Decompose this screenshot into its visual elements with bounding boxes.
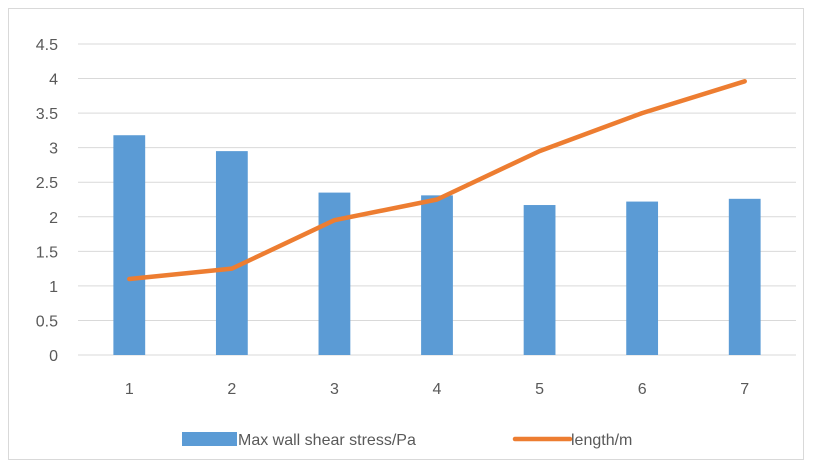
bar-5 (523, 205, 556, 355)
y-tick-label: 2 (49, 210, 58, 227)
y-axis-ticks: 0 0.5 1 1.5 2 2.5 3 3.5 4 4.5 (36, 37, 58, 365)
y-tick-label: 4 (49, 72, 58, 89)
y-tick-label: 1.5 (36, 244, 58, 261)
bar-series (113, 135, 761, 355)
legend-label-line: length/m (571, 432, 632, 449)
legend-swatch-bar (182, 432, 237, 446)
x-tick-label: 3 (330, 381, 339, 398)
y-tick-label: 4.5 (36, 37, 58, 54)
x-axis-ticks: 1 2 3 4 5 6 7 (125, 381, 749, 398)
y-tick-label: 0 (49, 348, 58, 365)
bar-7 (728, 198, 761, 355)
line-series (127, 79, 747, 282)
bar-6 (626, 201, 659, 355)
y-tick-label: 0.5 (36, 313, 58, 330)
bar-1 (113, 135, 146, 355)
y-tick-label: 3 (49, 141, 58, 158)
x-tick-label: 7 (740, 381, 749, 398)
legend: Max wall shear stress/Pa length/m (182, 432, 632, 449)
bar-2 (215, 151, 248, 355)
x-tick-label: 4 (433, 381, 442, 398)
y-tick-label: 3.5 (36, 106, 58, 123)
x-tick-label: 1 (125, 381, 134, 398)
legend-label-bar: Max wall shear stress/Pa (238, 432, 416, 449)
gridlines (78, 43, 796, 356)
x-tick-label: 2 (227, 381, 236, 398)
y-tick-label: 1 (49, 279, 58, 296)
y-tick-label: 2.5 (36, 175, 58, 192)
bar-4 (421, 195, 453, 355)
x-tick-label: 6 (638, 381, 647, 398)
x-tick-label: 5 (535, 381, 544, 398)
